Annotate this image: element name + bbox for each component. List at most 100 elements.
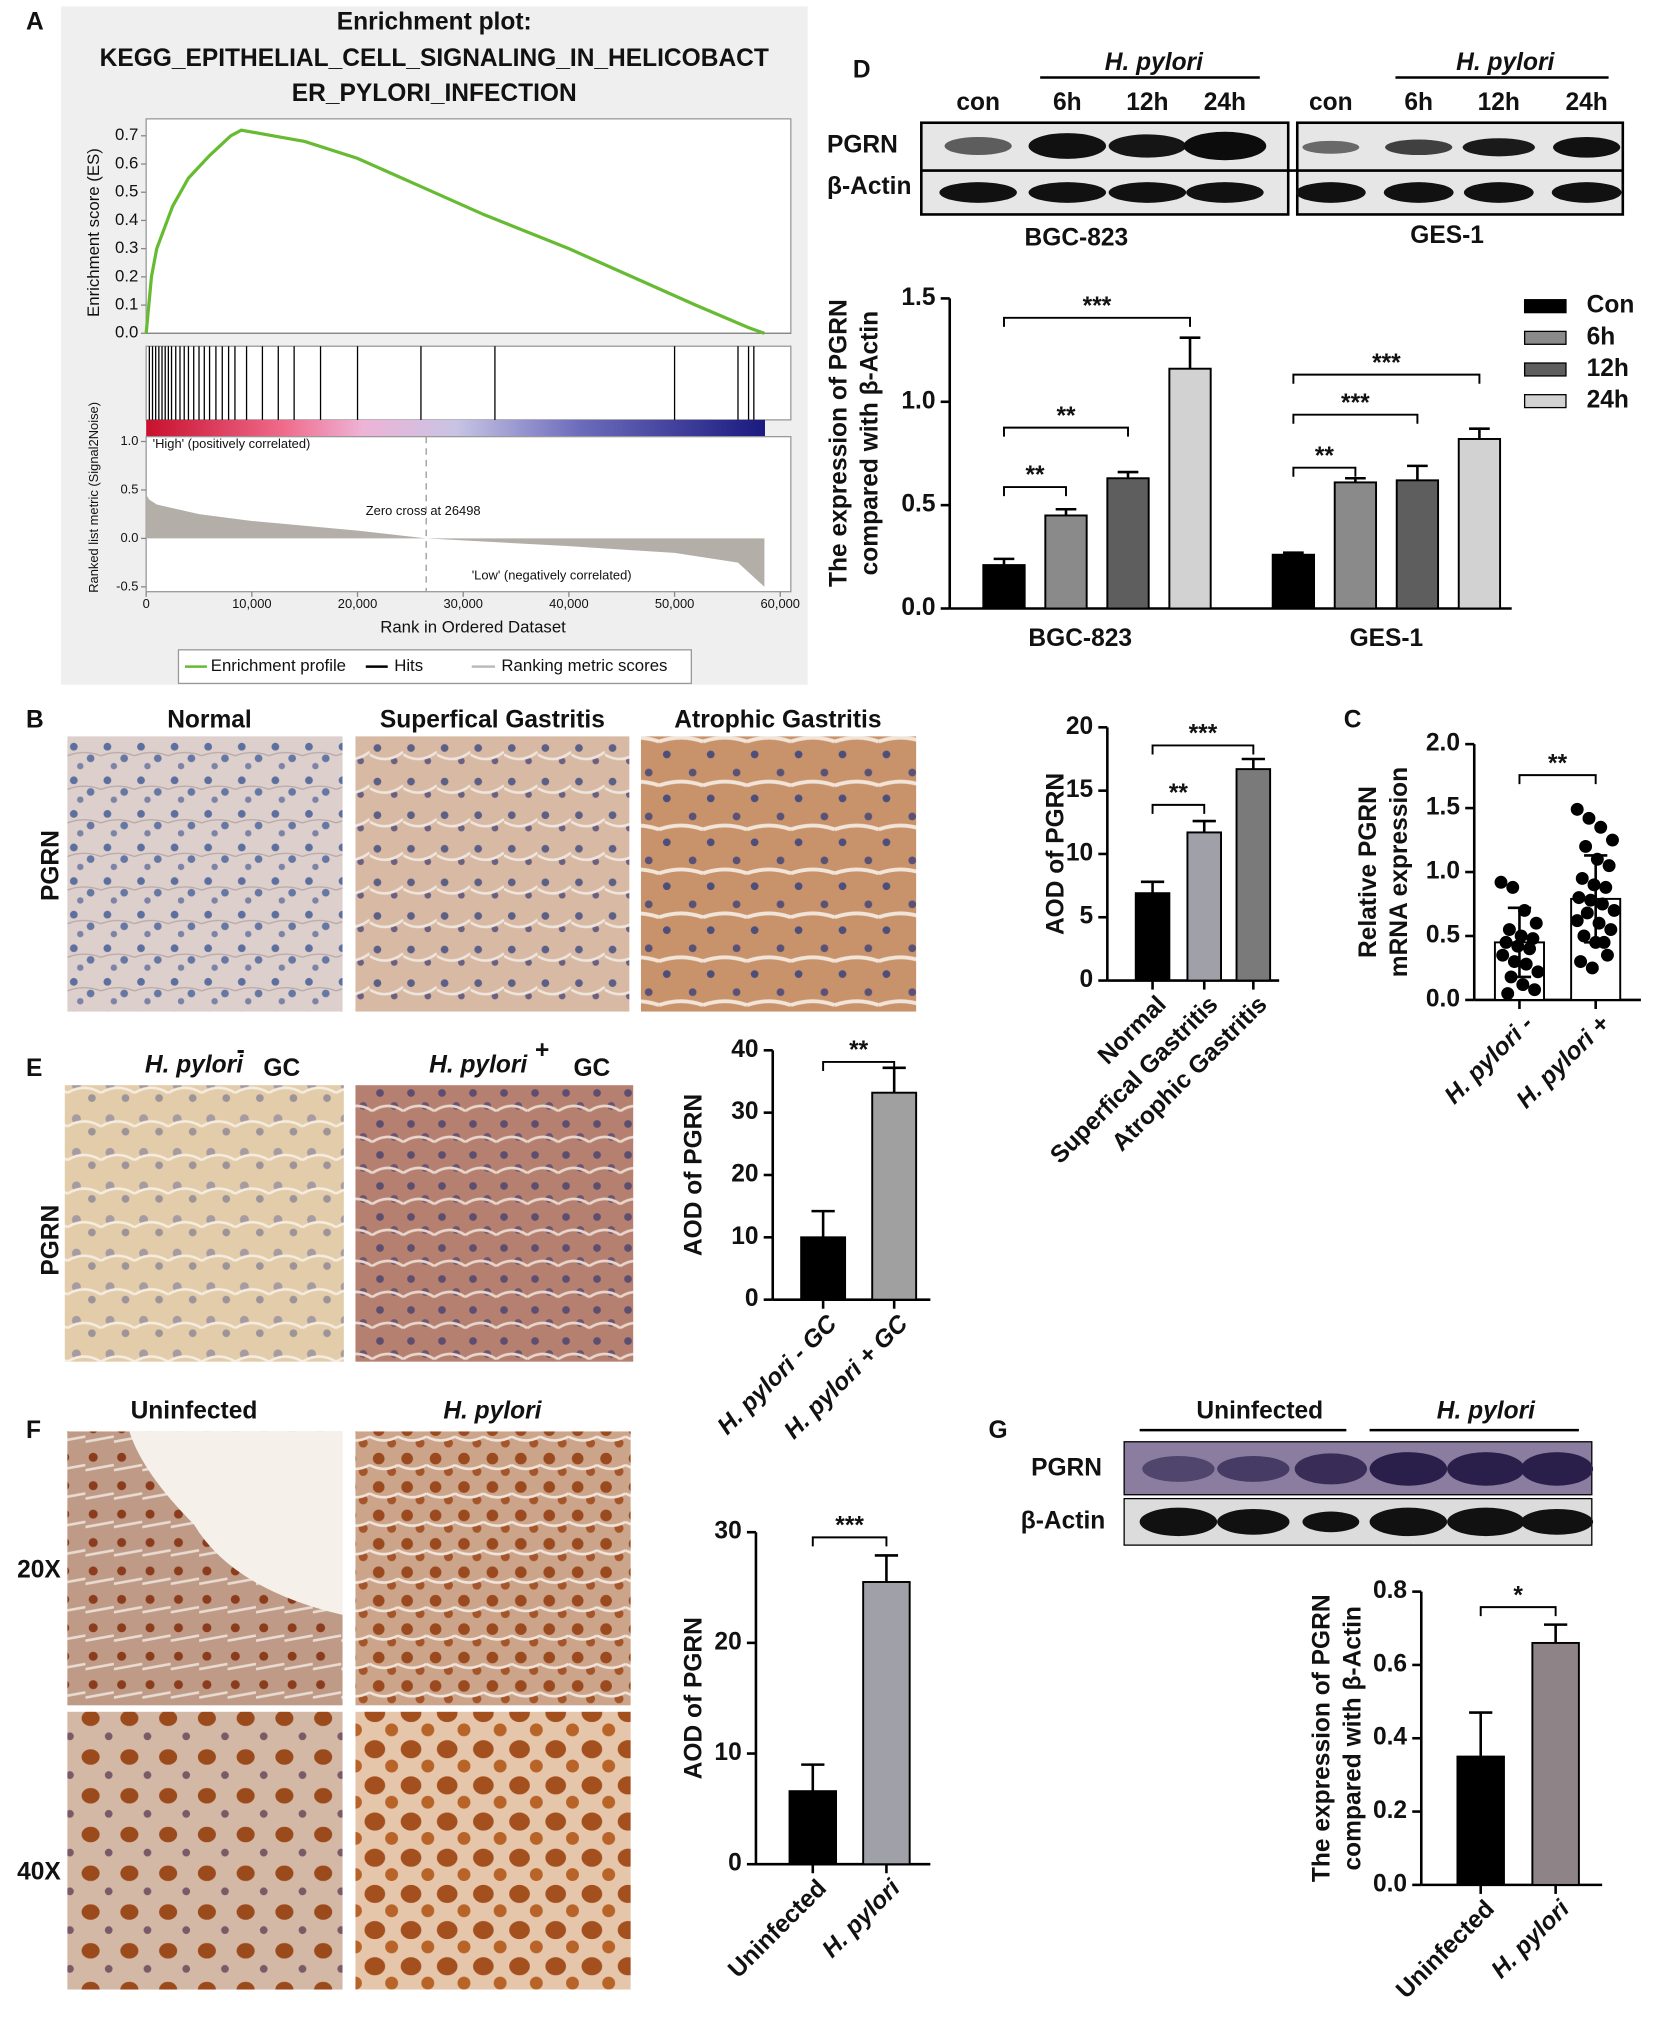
data-point xyxy=(1600,948,1614,962)
metric-area xyxy=(146,494,765,587)
data-point xyxy=(1585,961,1599,975)
blot-row-label: PGRN xyxy=(827,131,898,158)
y-axis-label: Ranked list metric (Signal2Noise) xyxy=(86,402,101,593)
y-tick-label: 0.0 xyxy=(901,594,935,621)
metric-plot-area xyxy=(145,436,792,593)
data-point xyxy=(1587,878,1601,892)
band xyxy=(1462,138,1535,157)
bar xyxy=(1235,768,1272,982)
panel-label: B xyxy=(26,706,44,733)
lane-label: 6h xyxy=(1053,89,1082,116)
y-tick-label: 0.6 xyxy=(115,153,138,172)
y-tick-label: 0.1 xyxy=(115,295,138,314)
bar xyxy=(1106,477,1150,610)
x-tick-label: 60,000 xyxy=(761,596,800,611)
y-tick-label: 0.5 xyxy=(120,481,138,496)
data-point xyxy=(1604,923,1618,937)
blot-row-label: PGRN xyxy=(1031,1454,1102,1481)
bar xyxy=(871,1091,918,1301)
band xyxy=(1369,1507,1448,1537)
significance-bracket xyxy=(822,1060,896,1071)
y-tick-label: 0.4 xyxy=(115,210,138,229)
y-tick-label: 0.0 xyxy=(120,530,138,545)
panel-label: G xyxy=(988,1417,1007,1444)
bar xyxy=(1333,481,1378,610)
y-axis-label: AOD of PGRN xyxy=(681,1617,708,1779)
y-axis-label: Enrichment score (ES) xyxy=(84,148,103,317)
annotation: 'High' (positively correlated) xyxy=(153,436,311,451)
data-point xyxy=(1595,897,1609,911)
error-bar xyxy=(874,1554,899,1583)
y-tick-label: 20 xyxy=(731,1160,758,1187)
y-axis-label: The expression of PGRN xyxy=(1309,1594,1336,1882)
x-tick-label: H. pylori - GC xyxy=(712,1310,842,1440)
cell-label: GES-1 xyxy=(1410,222,1484,249)
micrograph xyxy=(355,1431,631,1706)
data-point xyxy=(1518,903,1531,917)
y-tick-label: 0 xyxy=(745,1285,759,1312)
y-tick-label: 0 xyxy=(1079,966,1093,993)
x-tick-label: H. pylori xyxy=(1486,1894,1575,1983)
band xyxy=(1294,1453,1368,1485)
significance-bracket xyxy=(1003,486,1067,497)
significance-bracket xyxy=(1292,373,1481,384)
error-bar-lower xyxy=(1584,898,1608,944)
band xyxy=(1551,182,1622,203)
y-tick-label: 10 xyxy=(1066,839,1093,866)
legend-box xyxy=(177,649,692,685)
data-point xyxy=(1511,939,1525,953)
micrograph xyxy=(64,1085,344,1362)
hits-area xyxy=(145,345,792,421)
micrographs xyxy=(64,736,917,1990)
x-tick-label: GES-1 xyxy=(1350,625,1424,652)
legend-label: Con xyxy=(1587,292,1635,319)
y-tick-label: 10 xyxy=(731,1223,758,1250)
legend-swatch xyxy=(1523,299,1567,314)
legend-label: Hits xyxy=(394,656,423,675)
band xyxy=(1183,131,1267,161)
error-bar xyxy=(1179,336,1201,369)
y-tick-label: 20 xyxy=(1066,713,1093,740)
band xyxy=(1383,182,1454,203)
y-axis-label: mRNA expression xyxy=(1386,767,1413,977)
band xyxy=(1447,1507,1525,1537)
data-point xyxy=(1580,906,1594,920)
data-point xyxy=(1574,955,1588,969)
row-label: 20X xyxy=(17,1556,61,1583)
error-bar xyxy=(1117,470,1139,479)
error-bar xyxy=(1345,476,1366,483)
micrograph-sign: - xyxy=(237,1037,245,1064)
annotation: Zero cross at 26498 xyxy=(366,503,481,518)
bar xyxy=(1044,514,1088,610)
legend-label: Ranking metric scores xyxy=(501,656,667,675)
band xyxy=(1142,1455,1215,1482)
micrograph-lumen xyxy=(129,1431,343,1615)
y-tick-label: 0.6 xyxy=(1373,1650,1407,1677)
data-point xyxy=(1607,903,1621,917)
y-tick-label: 0.4 xyxy=(1373,1724,1407,1751)
error-bar xyxy=(811,1209,835,1238)
row-label: 40X xyxy=(17,1859,61,1886)
legend-label: 12h xyxy=(1587,355,1629,382)
x-tick-label: 30,000 xyxy=(443,596,482,611)
y-tick-label: 1.0 xyxy=(901,387,935,414)
legend-label: Enrichment profile xyxy=(211,656,346,675)
micrograph xyxy=(67,736,343,1012)
legend-swatch xyxy=(1523,362,1567,377)
band xyxy=(1302,1511,1360,1533)
y-axis-label: compared with β-Actin xyxy=(856,311,883,575)
data-point xyxy=(1501,987,1515,1000)
chart-subtitle: KEGG_EPITHELIAL_CELL_SIGNALING_IN_HELICO… xyxy=(100,45,769,72)
bar xyxy=(1456,1755,1505,1886)
bar xyxy=(1186,831,1223,982)
panel-label: F xyxy=(26,1417,41,1444)
lane-label: con xyxy=(1309,89,1353,116)
bar xyxy=(862,1581,911,1866)
significance-label: ** xyxy=(1056,403,1076,430)
y-tick-label: 40 xyxy=(731,1036,758,1063)
data-point xyxy=(1516,978,1530,992)
micrograph-title-suffix: GC xyxy=(573,1055,610,1082)
micrograph-sign: + xyxy=(535,1037,549,1064)
data-point xyxy=(1502,923,1516,937)
